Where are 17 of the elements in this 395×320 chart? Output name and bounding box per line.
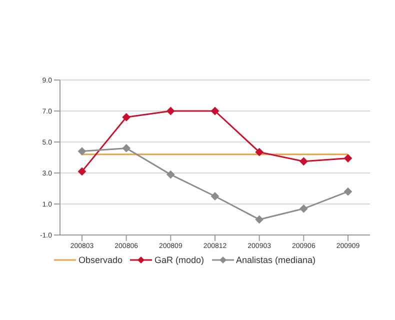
point: [344, 188, 352, 196]
point: [300, 204, 308, 213]
point: [344, 154, 352, 162]
point: [78, 147, 86, 156]
point: [122, 144, 130, 152]
legend-label: Observado: [77, 255, 122, 265]
point: [211, 107, 219, 115]
legend-label: GaR (modo): [153, 255, 204, 265]
point: [166, 170, 175, 179]
point: [255, 216, 264, 224]
point: [122, 113, 130, 122]
point: [78, 167, 86, 176]
point: [166, 107, 175, 115]
point: [211, 192, 219, 200]
legend-label: Analistas (mediana): [235, 255, 316, 265]
point: [300, 157, 308, 166]
point: [255, 148, 264, 156]
